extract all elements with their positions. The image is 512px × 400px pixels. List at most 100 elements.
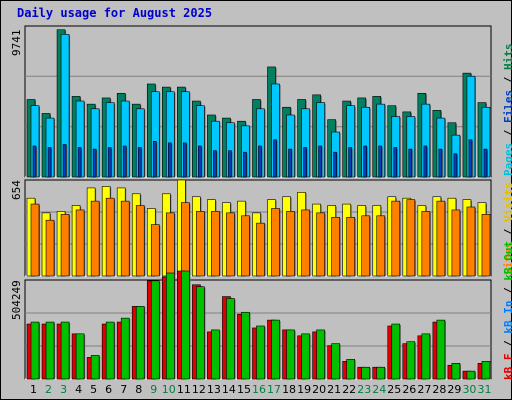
- day-tick-label: 3: [60, 383, 67, 396]
- kbout-bar: [45, 321, 55, 380]
- day-tick-label: 31: [477, 383, 491, 396]
- day-tick-label: 7: [120, 383, 127, 396]
- day-tick-label: 25: [387, 383, 401, 396]
- sites-bar: [90, 200, 100, 277]
- kbytes-max-label: 504249: [10, 280, 23, 320]
- sites-bar: [196, 211, 205, 277]
- kbytes-legend: kB F / kB In / kB Out: [494, 241, 512, 380]
- files-bar: [363, 145, 368, 178]
- kbout-bar: [120, 317, 130, 380]
- day-tick-label: 11: [177, 383, 191, 396]
- day-tick-label: 6: [105, 383, 112, 396]
- visits-max-label: 654: [10, 180, 23, 200]
- kbout-bar: [60, 321, 70, 380]
- kbout-bar: [376, 366, 386, 380]
- sites-bar: [436, 200, 446, 277]
- sites-bar: [271, 208, 280, 277]
- sites-bar: [211, 211, 220, 277]
- day-tick-label: 28: [432, 383, 446, 396]
- kbout-bar: [316, 329, 325, 380]
- day-tick-label: 24: [372, 383, 386, 396]
- sites-bar: [120, 200, 130, 277]
- files-bar: [47, 147, 52, 178]
- hits-legend-part: Files: [502, 89, 512, 123]
- files-bar: [318, 145, 322, 178]
- day-tick-label: 23: [357, 383, 371, 396]
- files-bar: [303, 147, 307, 178]
- sites-bar: [316, 212, 325, 277]
- files-bar: [243, 151, 247, 178]
- day-tick-label: 16: [252, 383, 266, 396]
- sites-bar: [181, 202, 190, 277]
- day-tick-label: 10: [162, 383, 176, 396]
- files-bar: [483, 148, 488, 178]
- files-bar: [122, 145, 127, 178]
- sites-bar: [331, 216, 340, 277]
- kbout-bar: [331, 343, 340, 380]
- files-bar: [213, 150, 217, 178]
- day-tick-label: 22: [342, 383, 356, 396]
- files-bar: [258, 145, 262, 178]
- day-tick-label: 5: [90, 383, 97, 396]
- kbytes-legend-part: /: [502, 334, 512, 354]
- kbytes-legend-part: kB In: [502, 300, 512, 334]
- kbout-bar: [361, 366, 371, 380]
- kbout-bar: [451, 362, 461, 380]
- files-bar: [152, 141, 157, 178]
- day-tick-label: 30: [462, 383, 476, 396]
- sites-bar: [75, 209, 85, 277]
- files-bar: [62, 144, 67, 178]
- day-tick-label: 20: [312, 383, 326, 396]
- chart-title: Daily usage for August 2025: [17, 6, 213, 20]
- files-bar: [92, 148, 97, 178]
- day-tick-label: 8: [135, 383, 142, 396]
- kbout-bar: [181, 270, 190, 380]
- sites-bar: [256, 222, 265, 277]
- kbytes-legend-part: kB F: [502, 354, 512, 381]
- hits-legend-part: Hits: [502, 43, 512, 71]
- files-bar: [453, 153, 458, 178]
- kbout-bar: [165, 272, 175, 380]
- sites-bar: [421, 211, 431, 277]
- sites-bar: [150, 224, 160, 277]
- files-bar: [408, 148, 413, 178]
- sites-bar: [361, 215, 371, 277]
- files-bar: [198, 145, 202, 178]
- sites-bar: [301, 209, 310, 277]
- day-tick-label: 15: [237, 383, 251, 396]
- day-tick-label: 17: [267, 383, 281, 396]
- files-bar: [107, 147, 112, 178]
- kbout-bar: [90, 355, 100, 380]
- sites-bar: [406, 199, 416, 277]
- sites-bar: [105, 197, 115, 277]
- kbout-bar: [256, 325, 265, 380]
- kbytes-legend-text: kB F / kB In / kB Out: [502, 241, 512, 380]
- sites-bar: [481, 214, 491, 277]
- kbout-bar: [241, 311, 250, 380]
- kbout-bar: [286, 329, 295, 380]
- hits-legend-part: /: [502, 70, 512, 90]
- sites-bar: [241, 215, 250, 277]
- kbout-bar: [196, 286, 205, 380]
- kbout-bar: [466, 370, 476, 380]
- kbout-bar: [150, 280, 160, 380]
- files-bar: [378, 145, 383, 178]
- kbout-bar: [105, 321, 115, 380]
- sites-bar: [45, 219, 55, 277]
- day-tick-label: 18: [282, 383, 296, 396]
- files-bar: [468, 139, 473, 178]
- files-bar: [348, 147, 352, 178]
- sites-bar: [60, 214, 70, 277]
- sites-bar: [451, 209, 461, 277]
- files-bar: [183, 142, 187, 178]
- day-tick-label: 19: [297, 383, 311, 396]
- day-tick-label: 26: [402, 383, 416, 396]
- visits-legend-part: /: [502, 222, 512, 242]
- day-tick-label: 2: [45, 383, 52, 396]
- kbout-bar: [211, 329, 220, 380]
- kbytes-legend-part: /: [502, 281, 512, 301]
- kbout-bar: [391, 323, 401, 380]
- sites-bar: [466, 206, 476, 277]
- sites-bar: [286, 211, 295, 277]
- hits-legend-part: Pages: [502, 142, 512, 176]
